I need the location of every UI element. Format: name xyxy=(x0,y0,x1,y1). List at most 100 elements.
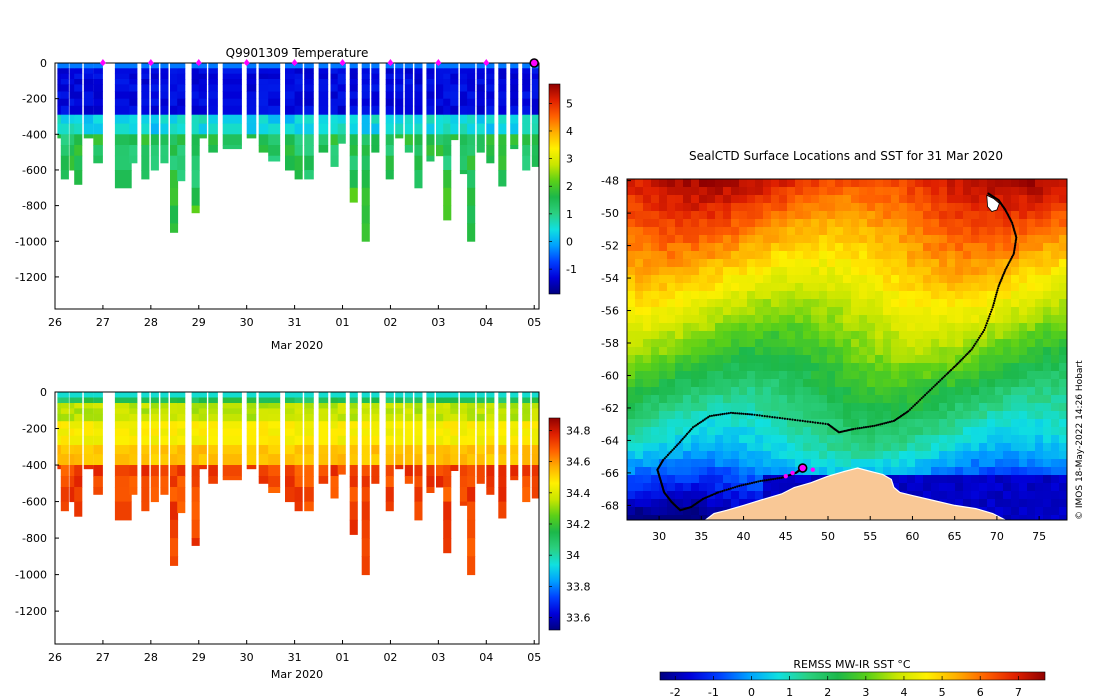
sst-cell xyxy=(907,235,916,244)
section-cell xyxy=(414,392,423,396)
lon-tick-label: 40 xyxy=(737,530,751,543)
section-cell xyxy=(74,84,83,92)
section-cell xyxy=(436,73,445,80)
section-cell xyxy=(361,223,370,242)
section-cell xyxy=(83,63,94,67)
sst-cell xyxy=(987,451,996,460)
x-tick-label: 29 xyxy=(192,316,206,329)
sst-cell xyxy=(1035,451,1044,460)
section-cell xyxy=(510,68,519,75)
section-cell xyxy=(246,445,257,455)
section-cell xyxy=(510,476,519,481)
track-point xyxy=(757,480,760,483)
section-cell xyxy=(268,79,281,85)
section-cell xyxy=(93,397,103,404)
sst-cell xyxy=(691,339,700,348)
sst-cell xyxy=(771,283,780,292)
sst-cell xyxy=(699,355,708,364)
sst-cell xyxy=(971,443,980,452)
section-cell xyxy=(83,123,94,135)
section-cell xyxy=(476,68,485,75)
sst-cell xyxy=(1059,395,1067,404)
section-cell xyxy=(150,91,159,100)
sst-cell xyxy=(899,403,908,412)
sst-cell xyxy=(963,267,972,276)
sst-cell xyxy=(827,427,836,436)
lat-tick-label: -52 xyxy=(601,240,619,253)
sst-cell xyxy=(987,435,996,444)
sst-cell xyxy=(955,259,964,268)
section-cell xyxy=(426,465,435,477)
colorbar-tick-label: 33.6 xyxy=(566,612,591,625)
section-cell xyxy=(294,134,303,146)
sst-cell xyxy=(1011,323,1020,332)
section-cell xyxy=(450,403,459,409)
sst-cell xyxy=(699,483,708,492)
sst-cell xyxy=(851,195,860,204)
sst-cell xyxy=(755,299,764,308)
sst-cell xyxy=(715,227,724,236)
section-cell xyxy=(467,403,476,409)
sst-cell xyxy=(931,195,940,204)
sst-cell xyxy=(787,435,796,444)
sst-cell xyxy=(803,219,812,228)
section-cell xyxy=(443,105,452,116)
sst-cell xyxy=(691,267,700,276)
sst-cell xyxy=(659,211,668,220)
sst-cell xyxy=(819,243,828,252)
section-cell xyxy=(114,476,132,488)
section-cell xyxy=(450,408,459,415)
section-cell xyxy=(222,98,242,107)
sst-cell xyxy=(795,283,804,292)
section-cell xyxy=(443,65,452,69)
sst-cell xyxy=(835,275,844,284)
sst-cell xyxy=(931,435,940,444)
sst-cell xyxy=(851,331,860,340)
sst-cell xyxy=(931,243,940,252)
sst-cell xyxy=(995,315,1004,324)
track-point xyxy=(750,481,754,485)
section-cell xyxy=(177,145,186,157)
sst-cell xyxy=(859,195,868,204)
sst-cell xyxy=(899,379,908,388)
salinity-x-axis: 26 27 28 29 30 31 01 02 03 04 05 xyxy=(48,640,541,664)
x-tick-label: 30 xyxy=(240,316,254,329)
sst-cell xyxy=(779,235,788,244)
sst-cell xyxy=(659,363,668,372)
sst-cell xyxy=(1011,331,1020,340)
sst-cell xyxy=(947,347,956,356)
sst-cell xyxy=(739,483,748,492)
section-cell xyxy=(436,134,445,146)
sst-cell xyxy=(683,179,692,188)
sst-cell xyxy=(819,315,828,324)
sst-cell xyxy=(643,291,652,300)
sst-cell xyxy=(699,315,708,324)
section-cell xyxy=(93,421,103,429)
sst-cell xyxy=(923,483,932,492)
section-cell xyxy=(246,403,257,409)
sst-cell xyxy=(963,291,972,300)
sst-cell xyxy=(747,387,756,396)
sst-cell xyxy=(723,291,732,300)
section-cell xyxy=(337,84,346,92)
track-point xyxy=(681,437,684,440)
sst-cell xyxy=(643,403,652,412)
sst-cell xyxy=(779,339,788,348)
section-cell xyxy=(304,445,314,455)
sst-cell xyxy=(715,379,724,388)
section-cell xyxy=(436,403,445,409)
sst-cell xyxy=(979,299,988,308)
sst-cell xyxy=(1035,227,1044,236)
sst-cell xyxy=(923,291,932,300)
sst-cell xyxy=(971,267,980,276)
sst-cell xyxy=(995,267,1004,276)
sst-cell xyxy=(979,435,988,444)
section-cell xyxy=(294,123,303,135)
section-cell xyxy=(285,79,297,85)
sst-cell xyxy=(1011,355,1020,364)
section-cell xyxy=(467,123,476,135)
track-point xyxy=(913,403,917,406)
section-cell xyxy=(258,98,271,107)
sst-cell xyxy=(907,443,916,452)
sst-cell xyxy=(1059,451,1067,460)
